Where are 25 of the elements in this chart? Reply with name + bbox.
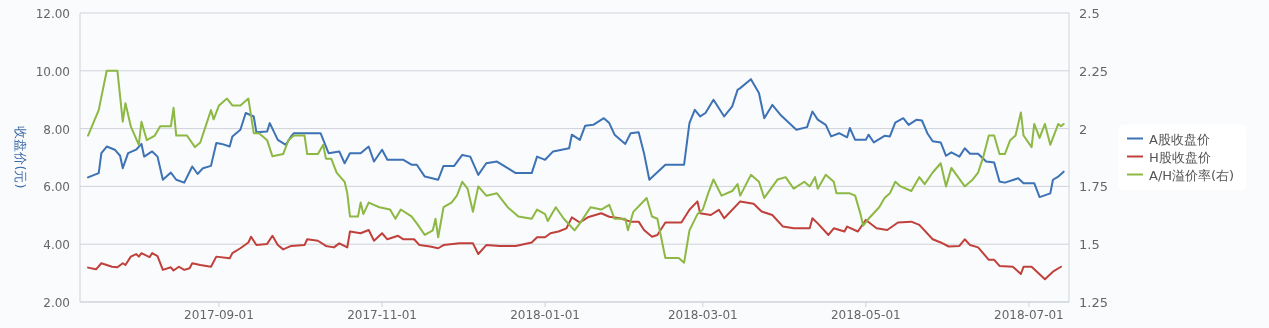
y2-tick-label: 1.25 [1079, 295, 1108, 310]
y2-tick-label: 1.5 [1079, 237, 1100, 253]
line-series [87, 78, 1065, 199]
x-tick-label: 2017-11-01 [347, 308, 417, 322]
y-tick-label: 12.00 [35, 7, 70, 21]
line-series [87, 69, 1065, 264]
legend-label: H股收盘价 [1149, 149, 1211, 165]
y2-tick-label: 1.75 [1079, 179, 1108, 195]
y-tick-label: 8.00 [43, 122, 70, 137]
y-tick-label: 4.00 [43, 238, 70, 253]
legend-label: A股收盘价 [1149, 131, 1210, 147]
line-series [87, 200, 1062, 281]
legend-label: A/H溢价率(右) [1149, 167, 1235, 183]
y-axis-title: 收盘价(元) [13, 126, 28, 189]
x-tick-label: 2018-01-01 [510, 308, 580, 322]
y-tick-label: 10.00 [35, 64, 70, 79]
x-tick-label: 2017-09-01 [184, 308, 254, 322]
y-tick-label: 6.00 [43, 180, 70, 195]
x-tick-label: 2018-05-01 [830, 308, 901, 322]
y2-tick-label: 2.25 [1079, 63, 1108, 79]
x-tick-label: 2018-03-01 [667, 308, 738, 322]
y2-tick-label: 2.5 [1079, 6, 1100, 21]
y-tick-label: 2.00 [43, 296, 70, 310]
x-tick-label: 2018-07-01 [994, 308, 1064, 322]
y2-tick-label: 2 [1079, 121, 1088, 137]
